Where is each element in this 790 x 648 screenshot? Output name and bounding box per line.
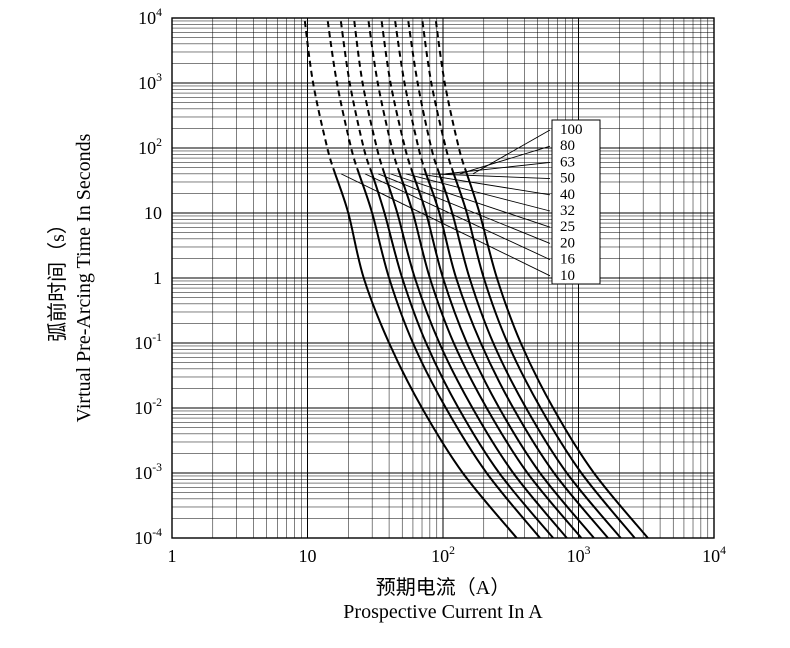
- y-axis-label-cn: 弧前时间（s）: [46, 214, 69, 342]
- svg-text:10: 10: [144, 203, 162, 223]
- svg-text:1: 1: [168, 546, 177, 566]
- x-axis-label-cn: 预期电流（A）: [376, 576, 510, 599]
- svg-text:10: 10: [299, 546, 317, 566]
- curve-label-40: 40: [560, 187, 575, 203]
- curve-label-20: 20: [560, 235, 575, 251]
- curve-label-50: 50: [560, 171, 575, 187]
- y-axis-label-en: Virtual Pre-Arcing Time In Seconds: [73, 133, 95, 422]
- chart-container: { "layout":{ "width":790,"height":648, "…: [0, 0, 790, 648]
- curve-label-10: 10: [560, 268, 575, 284]
- curve-label-80: 80: [560, 138, 575, 154]
- svg-text:1: 1: [153, 268, 162, 288]
- curve-label-63: 63: [560, 154, 575, 170]
- curve-label-25: 25: [560, 219, 575, 235]
- fuse-time-current-chart: 10080635040322520161011010210310410-410-…: [0, 0, 790, 648]
- curve-label-32: 32: [560, 203, 575, 219]
- curve-label-100: 100: [560, 122, 583, 138]
- x-axis-label-en: Prospective Current In A: [343, 601, 543, 623]
- curve-label-16: 16: [560, 252, 576, 268]
